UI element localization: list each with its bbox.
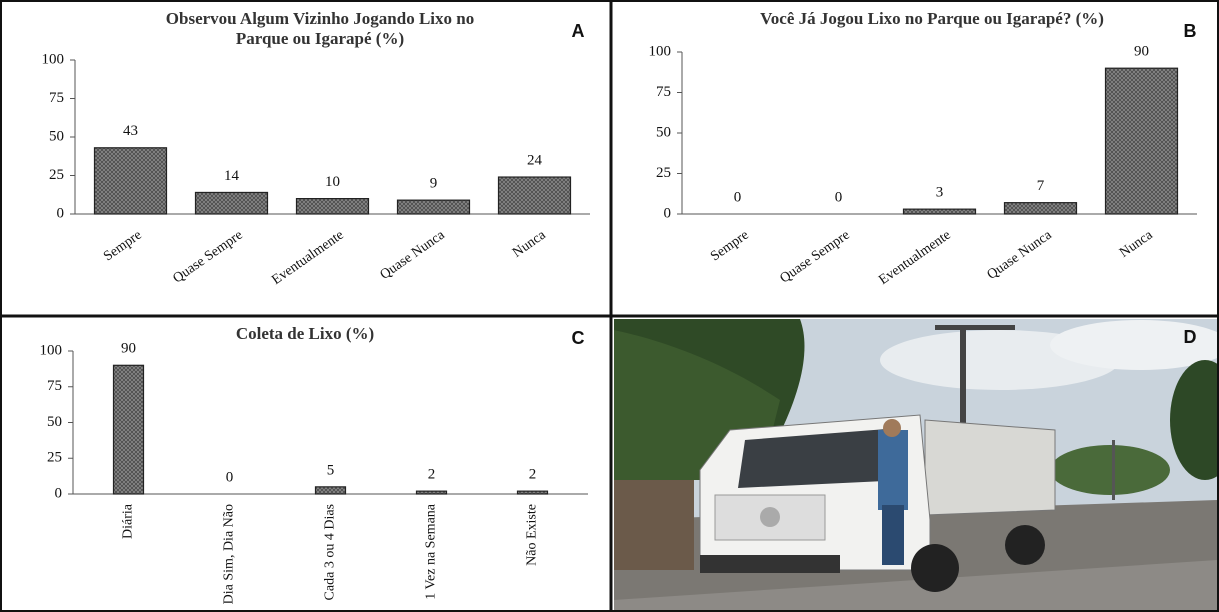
x-tick-label: Dia Sim, Dia Não	[222, 504, 237, 604]
x-tick-label: Diária	[121, 503, 136, 539]
bar	[516, 490, 549, 495]
bar	[415, 490, 448, 495]
value-label: 0	[226, 469, 234, 485]
value-label: 2	[529, 467, 537, 483]
value-label: 10	[325, 174, 340, 190]
photo	[614, 319, 1217, 610]
value-label: 7	[1037, 178, 1045, 194]
y-tick-label: 0	[55, 485, 63, 501]
bar	[93, 147, 168, 215]
x-tick-label: 1 Vez na Semana	[424, 503, 439, 600]
x-tick-label: Cada 3 ou 4 Dias	[323, 504, 338, 600]
bar	[194, 191, 269, 215]
value-label: 3	[936, 185, 944, 201]
value-label: 2	[428, 467, 436, 483]
bar	[314, 486, 347, 495]
x-tick-label: Quase Sempre	[170, 228, 245, 287]
bar	[1104, 67, 1179, 215]
chart-title: Parque ou Igarapé (%)	[236, 29, 404, 48]
chart-title: Você Já Jogou Lixo no Parque ou Igarapé?…	[760, 9, 1104, 28]
y-tick-label: 25	[47, 450, 62, 466]
y-tick-label: 100	[649, 43, 672, 59]
value-label: 5	[327, 462, 335, 478]
x-tick-label: Não Existe	[525, 504, 540, 566]
value-label: 90	[1134, 44, 1149, 60]
x-tick-label: Quase Nunca	[378, 227, 449, 283]
bar	[396, 199, 471, 215]
bar	[497, 176, 572, 215]
bar	[1003, 202, 1078, 215]
x-tick-label: Eventualmente	[269, 228, 346, 288]
value-label: 9	[430, 176, 438, 192]
x-tick-label: Quase Nunca	[985, 227, 1056, 283]
bar	[112, 364, 145, 495]
panel-letter: D	[1184, 327, 1197, 347]
x-tick-label: Quase Sempre	[777, 228, 852, 287]
y-tick-label: 50	[656, 124, 671, 140]
chart-title: Coleta de Lixo (%)	[236, 324, 374, 343]
y-tick-label: 50	[47, 414, 62, 430]
y-tick-label: 0	[57, 205, 65, 221]
value-label: 24	[527, 152, 543, 168]
panel-letter: A	[572, 21, 585, 41]
y-tick-label: 25	[656, 165, 671, 181]
y-tick-label: 50	[49, 128, 64, 144]
value-label: 0	[734, 189, 742, 205]
panel-letter: B	[1184, 21, 1197, 41]
y-tick-label: 100	[40, 342, 63, 358]
x-tick-label: Nunca	[1117, 227, 1156, 261]
x-tick-label: Nunca	[510, 227, 549, 261]
chart-title: Observou Algum Vizinho Jogando Lixo no	[166, 9, 474, 28]
x-tick-label: Eventualmente	[876, 228, 953, 288]
y-tick-label: 25	[49, 167, 64, 183]
y-tick-label: 100	[42, 51, 65, 67]
bar	[295, 198, 370, 215]
value-label: 14	[224, 168, 240, 184]
value-label: 90	[121, 341, 136, 357]
x-tick-label: Sempre	[708, 228, 752, 265]
y-tick-label: 75	[49, 90, 64, 106]
panel-letter: C	[572, 328, 585, 348]
bar	[902, 208, 977, 215]
y-tick-label: 0	[664, 205, 672, 221]
value-label: 0	[835, 189, 843, 205]
y-tick-label: 75	[656, 84, 671, 100]
y-tick-label: 75	[47, 378, 62, 394]
x-tick-label: Sempre	[101, 228, 145, 265]
value-label: 43	[123, 123, 138, 139]
